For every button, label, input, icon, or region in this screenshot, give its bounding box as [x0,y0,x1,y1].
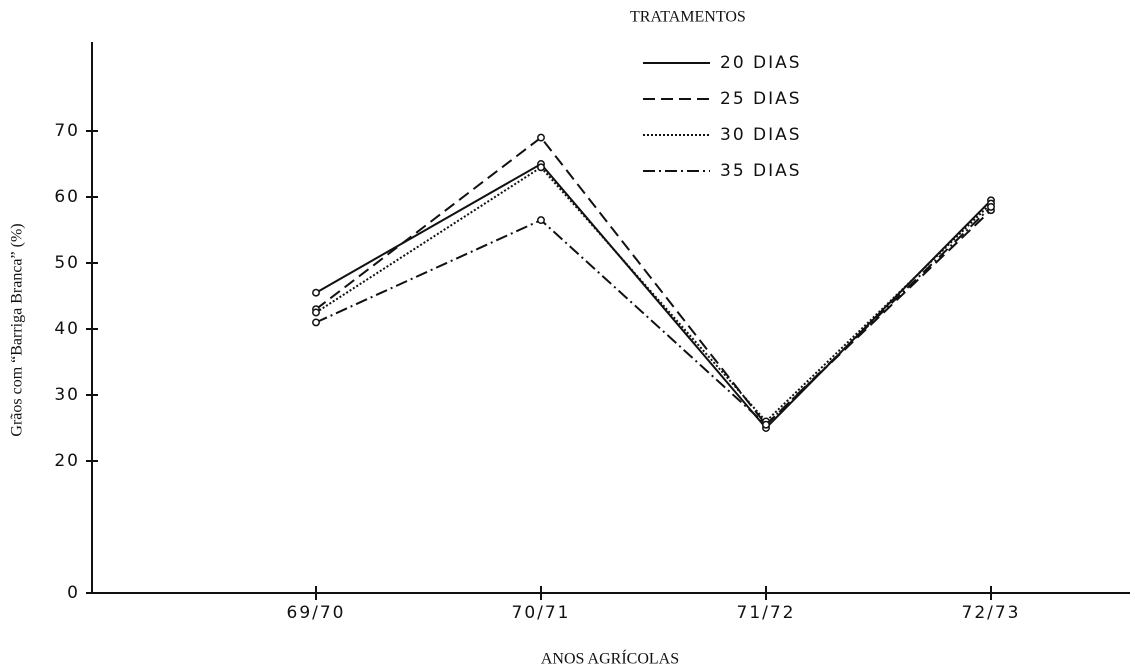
x-tick-label: 71/72 [737,603,796,623]
series-line [315,162,992,430]
series-line [315,136,992,427]
legend-label: 25 DIAS [720,89,802,109]
y-axis-label: Grãos com “Barriga Branca” (%) [9,223,26,436]
x-tick-label: 70/71 [512,603,571,623]
point [312,288,320,297]
y-tick-label: 60 [54,187,80,207]
series-line [315,165,992,423]
y-tick-label: 70 [54,121,80,141]
point [537,216,545,225]
series-line [315,206,992,427]
y-tick-label: 0 [67,583,80,603]
point [762,420,770,429]
y-tick-label: 30 [54,385,80,405]
point [312,318,320,327]
legend-label: 35 DIAS [720,161,802,181]
point [537,163,545,172]
x-tick-label: 72/73 [962,603,1021,623]
x-axis-label: ANOS AGRÍCOLAS [541,649,679,668]
point [987,202,995,211]
point [312,308,320,317]
y-tick-label: 50 [54,253,80,273]
x-tick-label: 69/70 [287,603,346,623]
legend-title: TRATAMENTOS [630,9,746,26]
legend-label: 30 DIAS [720,125,802,145]
legend-label: 20 DIAS [720,53,802,73]
point [537,133,545,142]
y-tick-label: 40 [54,319,80,339]
y-tick-label: 20 [54,451,80,471]
